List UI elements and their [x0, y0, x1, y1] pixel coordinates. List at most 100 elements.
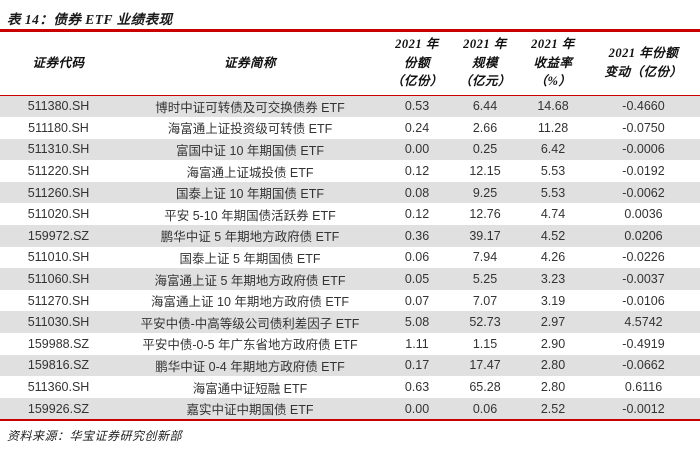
table-row: 511220.SH 海富通上证城投债 ETF 0.12 12.15 5.53 -0.019… — [0, 160, 700, 182]
cell-2021-scale: 39.17 — [469, 228, 501, 243]
cell-security-name: 博时中证可转债及可交换债券 ETF — [155, 100, 345, 115]
cell-security-name: 海富通上证 10 年期地方政府债 ETF — [151, 295, 349, 310]
header-2021-scale: 2021 年 规模 （亿元） — [451, 31, 519, 96]
bottom-rule — [0, 419, 700, 422]
cell-2021-share-change: -0.0106 — [622, 293, 665, 308]
header-2021-shares: 2021 年 份额 （亿份） — [383, 31, 451, 96]
cell-2021-shares: 0.63 — [404, 380, 430, 395]
table-row: 159972.SZ 鹏华中证 5 年期地方政府债 ETF 0.36 39.17 4.52… — [0, 225, 700, 247]
table-row: 511380.SH 博时中证可转债及可交换债券 ETF 0.53 6.44 14.68 -… — [0, 95, 700, 118]
cell-2021-return: 14.68 — [537, 99, 569, 114]
header-2021-share-change: 2021 年份额 变动（亿份） — [587, 31, 700, 96]
cell-2021-return: 5.53 — [540, 164, 566, 179]
cell-2021-share-change: -0.0750 — [622, 120, 665, 135]
cell-security-code: 511260.SH — [27, 185, 90, 200]
cell-security-code: 511060.SH — [27, 272, 90, 287]
cell-security-code: 511010.SH — [27, 250, 90, 265]
table-row: 511270.SH 海富通上证 10 年期地方政府债 ETF 0.07 7.07 3.1… — [0, 290, 700, 312]
cell-2021-shares: 0.06 — [404, 250, 430, 265]
cell-security-code: 159816.SZ — [27, 358, 90, 373]
cell-2021-return: 4.52 — [540, 228, 566, 243]
table-row: 159988.SZ 平安中债-0-5 年广东省地方政府债 ETF 1.11 1.15 2… — [0, 333, 700, 355]
cell-2021-share-change: -0.4919 — [622, 336, 665, 351]
table-row: 511030.SH 平安中债-中高等级公司债利差因子 ETF 5.08 52.73 2.… — [0, 311, 700, 334]
header-security-code: 证券代码 — [0, 31, 117, 96]
table-row: 159926.SZ 嘉实中证中期国债 ETF 0.00 0.06 2.52 -0.0012 — [0, 397, 700, 420]
header-2021-return: 2021 年 收益率 （%） — [519, 31, 587, 96]
cell-2021-scale: 12.15 — [469, 164, 501, 179]
cell-security-name: 鹏华中证 0-4 年期地方政府债 ETF — [155, 359, 345, 374]
cell-2021-shares: 0.00 — [404, 142, 430, 157]
cell-2021-return: 3.19 — [540, 293, 566, 308]
cell-2021-shares: 0.07 — [404, 293, 430, 308]
cell-security-code: 159926.SZ — [27, 401, 90, 416]
table-row: 511010.SH 国泰上证 5 年期国债 ETF 0.06 7.94 4.26 -0.0… — [0, 247, 700, 269]
cell-security-code: 511380.SH — [27, 99, 90, 114]
cell-2021-return: 2.52 — [540, 401, 566, 416]
cell-security-code: 511030.SH — [27, 315, 90, 330]
cell-2021-shares: 0.36 — [404, 228, 430, 243]
cell-security-name: 国泰上证 10 年期国债 ETF — [176, 187, 324, 202]
cell-2021-shares: 0.00 — [404, 401, 430, 416]
cell-2021-return: 2.90 — [540, 336, 566, 351]
bond-etf-table: 证券代码 证券简称 2021 年 份额 （亿份） 2021 年 规模 （亿元） … — [0, 31, 700, 420]
cell-2021-scale: 7.07 — [472, 293, 498, 308]
cell-2021-share-change: 0.0206 — [624, 228, 663, 243]
cell-2021-share-change: -0.0037 — [622, 272, 665, 287]
cell-2021-shares: 1.11 — [405, 336, 429, 351]
cell-security-name: 国泰上证 5 年期国债 ETF — [179, 251, 321, 266]
cell-2021-shares: 0.24 — [404, 120, 430, 135]
table-row: 511060.SH 海富通上证 5 年期地方政府债 ETF 0.05 5.25 3.23… — [0, 268, 700, 290]
cell-2021-share-change: -0.0192 — [622, 164, 665, 179]
table-row: 511360.SH 海富通中证短融 ETF 0.63 65.28 2.80 0.6116 — [0, 376, 700, 398]
cell-security-code: 511270.SH — [27, 293, 90, 308]
source-note: 资料来源：华宝证券研究创新部 — [7, 429, 183, 444]
cell-security-code: 159988.SZ — [27, 336, 90, 351]
cell-2021-shares: 0.08 — [404, 185, 430, 200]
cell-security-code: 511310.SH — [27, 142, 90, 157]
cell-2021-scale: 0.06 — [472, 401, 498, 416]
cell-2021-return: 4.74 — [540, 207, 566, 222]
cell-security-name: 平安 5-10 年期国债活跃券 ETF — [164, 208, 336, 223]
cell-2021-return: 3.23 — [540, 272, 566, 287]
cell-2021-scale: 0.25 — [472, 142, 498, 157]
cell-2021-share-change: -0.0012 — [622, 401, 665, 416]
cell-security-name: 嘉实中证中期国债 ETF — [186, 403, 314, 418]
cell-security-code: 511180.SH — [28, 120, 89, 135]
cell-2021-return: 5.53 — [540, 185, 566, 200]
header-security-name: 证券简称 — [117, 31, 383, 96]
cell-2021-scale: 12.76 — [469, 207, 501, 222]
cell-security-name: 海富通中证短融 ETF — [192, 381, 308, 396]
cell-2021-share-change: -0.0226 — [622, 250, 665, 265]
cell-security-name: 海富通上证投资级可转债 ETF — [167, 122, 333, 137]
cell-2021-share-change: -0.0062 — [622, 185, 665, 200]
cell-2021-shares: 5.08 — [404, 315, 430, 330]
cell-2021-scale: 2.66 — [472, 120, 498, 135]
cell-2021-share-change: -0.0662 — [622, 358, 665, 373]
cell-2021-shares: 0.12 — [404, 164, 430, 179]
cell-security-name: 鹏华中证 5 年期地方政府债 ETF — [160, 230, 340, 245]
cell-2021-share-change: 0.0036 — [624, 207, 663, 222]
table-row: 511310.SH 富国中证 10 年期国债 ETF 0.00 0.25 6.42 -0.… — [0, 138, 700, 161]
cell-2021-scale: 52.73 — [469, 315, 501, 330]
cell-security-name: 平安中债-0-5 年广东省地方政府债 ETF — [142, 338, 358, 353]
cell-security-name: 富国中证 10 年期国债 ETF — [176, 143, 324, 158]
cell-2021-shares: 0.12 — [404, 207, 430, 222]
cell-security-name: 海富通上证城投债 ETF — [186, 165, 314, 180]
cell-2021-share-change: 4.5742 — [624, 315, 663, 330]
table-title: 表 14：债券 ETF 业绩表现 — [7, 12, 173, 27]
table-header-row: 证券代码 证券简称 2021 年 份额 （亿份） 2021 年 规模 （亿元） … — [0, 31, 700, 96]
cell-2021-scale: 6.44 — [472, 99, 498, 114]
cell-2021-scale: 1.15 — [472, 336, 498, 351]
table-row: 511020.SH 平安 5-10 年期国债活跃券 ETF 0.12 12.76 4.7… — [0, 203, 700, 225]
cell-2021-shares: 0.17 — [404, 358, 430, 373]
cell-2021-shares: 0.53 — [404, 99, 430, 114]
cell-2021-return: 11.28 — [537, 120, 569, 135]
cell-security-code: 159972.SZ — [27, 228, 90, 243]
top-rule — [0, 29, 700, 32]
cell-2021-return: 2.80 — [540, 380, 566, 395]
cell-2021-scale: 7.94 — [472, 250, 498, 265]
table-row: 511260.SH 国泰上证 10 年期国债 ETF 0.08 9.25 5.53 -0.… — [0, 181, 700, 204]
cell-2021-scale: 17.47 — [469, 358, 501, 373]
cell-2021-share-change: -0.0006 — [622, 142, 665, 157]
